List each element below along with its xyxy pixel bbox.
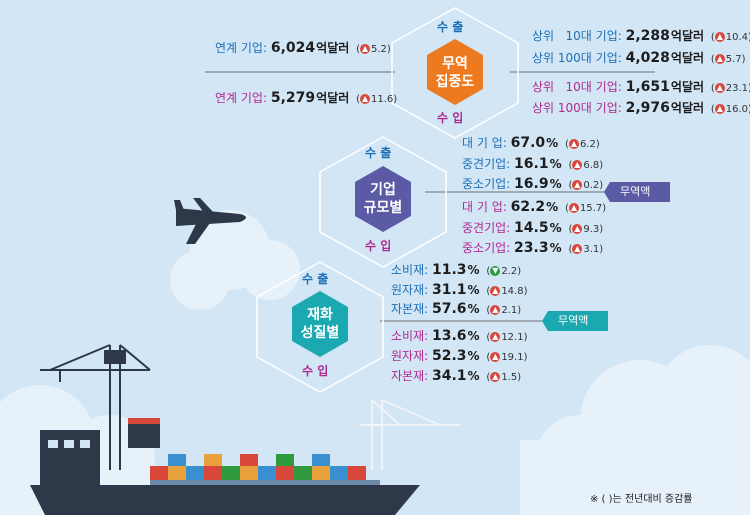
up-arrow-icon: ▲ (490, 332, 501, 342)
ship-icon (30, 485, 420, 515)
up-arrow-icon: ▲ (572, 160, 583, 170)
title-line: 규모별 (363, 200, 403, 216)
trade-amount-badge: 무역액 (558, 314, 589, 327)
up-arrow-icon: ▲ (714, 104, 725, 114)
hexagon-outer (319, 136, 447, 268)
hexagon-outer (256, 261, 384, 393)
title-line: 집중도 (435, 74, 475, 90)
up-arrow-icon: ▲ (490, 372, 501, 382)
badge-shape (542, 311, 608, 331)
up-arrow-icon: ▲ (714, 83, 725, 93)
top10-export: 상위 10대 기업: 2,288억달러 (▲10.4) (532, 28, 750, 44)
import-label: 수 입 (302, 364, 329, 378)
size-import-row: 중소기업: 23.3% (▲ 3.1) (462, 240, 604, 256)
top10-import: 상위 10대 기업: 1,651억달러 (▲23.1) (532, 79, 750, 95)
goods-import-row: 원자재: 52.3% (▲ 19.1) (391, 348, 528, 364)
top100-import: 상위 100대 기업: 2,976억달러 (▲16.0) (532, 100, 750, 116)
goods-import-row: 소비재: 13.6% (▲ 12.1) (391, 328, 528, 344)
goods-import-row: 자본재: 34.1% (▲ 1.5) (391, 368, 522, 384)
title-line: 기업 (370, 182, 396, 198)
badge-shape (604, 182, 670, 202)
trade-amount-badge: 무역액 (620, 185, 651, 198)
crane-icon (360, 399, 460, 470)
goods-export-row: 원자재: 31.1% (▲ 14.8) (391, 282, 528, 298)
up-arrow-icon: ▲ (490, 305, 501, 315)
trade-concentration-title: 무역 집중도 (427, 55, 483, 91)
up-arrow-icon: ▲ (490, 286, 501, 296)
title-line: 성질별 (300, 325, 340, 341)
top100-export: 상위 100대 기업: 4,028억달러 (▲ 5.7) (532, 50, 746, 66)
goods-export-row: 소비재: 11.3% (▼ 2.2) (391, 262, 522, 278)
up-arrow-icon: ▲ (572, 224, 583, 234)
export-label: 수 출 (437, 20, 464, 34)
size-export-row: 중견기업: 16.1% (▲ 6.8) (462, 156, 604, 172)
linked-companies-import: 연계 기업: 5,279억달러 (▲ 11.6) (215, 90, 398, 106)
up-arrow-icon: ▲ (572, 244, 583, 254)
up-arrow-icon: ▲ (490, 352, 501, 362)
hexagon-orange (427, 39, 483, 105)
connector-lines (205, 71, 655, 322)
import-label: 수 입 (437, 111, 464, 125)
footnote: ※ ( )는 전년대비 증감률 (590, 494, 693, 505)
up-arrow-icon: ▲ (360, 94, 371, 104)
hexagon-outer (391, 7, 519, 139)
crane-icon (40, 344, 151, 470)
airplane-icon (174, 198, 246, 244)
down-arrow-icon: ▼ (490, 266, 501, 276)
linked-companies-export: 연계 기업: 6,024억달러 (▲ 5.2) (215, 40, 391, 56)
goods-type-title: 재화 성질별 (292, 306, 348, 342)
import-label: 수 입 (365, 239, 392, 253)
cloud-icon (0, 210, 750, 515)
export-label: 수 출 (365, 146, 392, 160)
up-arrow-icon: ▲ (568, 203, 579, 213)
title-line: 재화 (307, 307, 333, 323)
size-import-row: 대 기 업: 62.2% (▲ 15.7) (462, 199, 607, 215)
size-export-row: 대 기 업: 67.0% (▲ 6.2) (462, 135, 600, 151)
up-arrow-icon: ▲ (360, 44, 371, 54)
company-size-title: 기업 규모별 (355, 181, 411, 217)
goods-export-row: 자본재: 57.6% (▲ 2.1) (391, 301, 522, 317)
hexagon-purple (355, 166, 411, 232)
export-label: 수 출 (302, 272, 329, 286)
up-arrow-icon: ▲ (714, 32, 725, 42)
hexagon-teal (292, 291, 348, 357)
up-arrow-icon: ▲ (714, 54, 725, 64)
size-export-row: 중소기업: 16.9% (▲ 0.2) (462, 176, 604, 192)
size-import-row: 중견기업: 14.5% (▲ 9.3) (462, 220, 604, 236)
title-line: 무역 (442, 56, 468, 72)
up-arrow-icon: ▲ (568, 139, 579, 149)
up-arrow-icon: ▲ (572, 180, 583, 190)
